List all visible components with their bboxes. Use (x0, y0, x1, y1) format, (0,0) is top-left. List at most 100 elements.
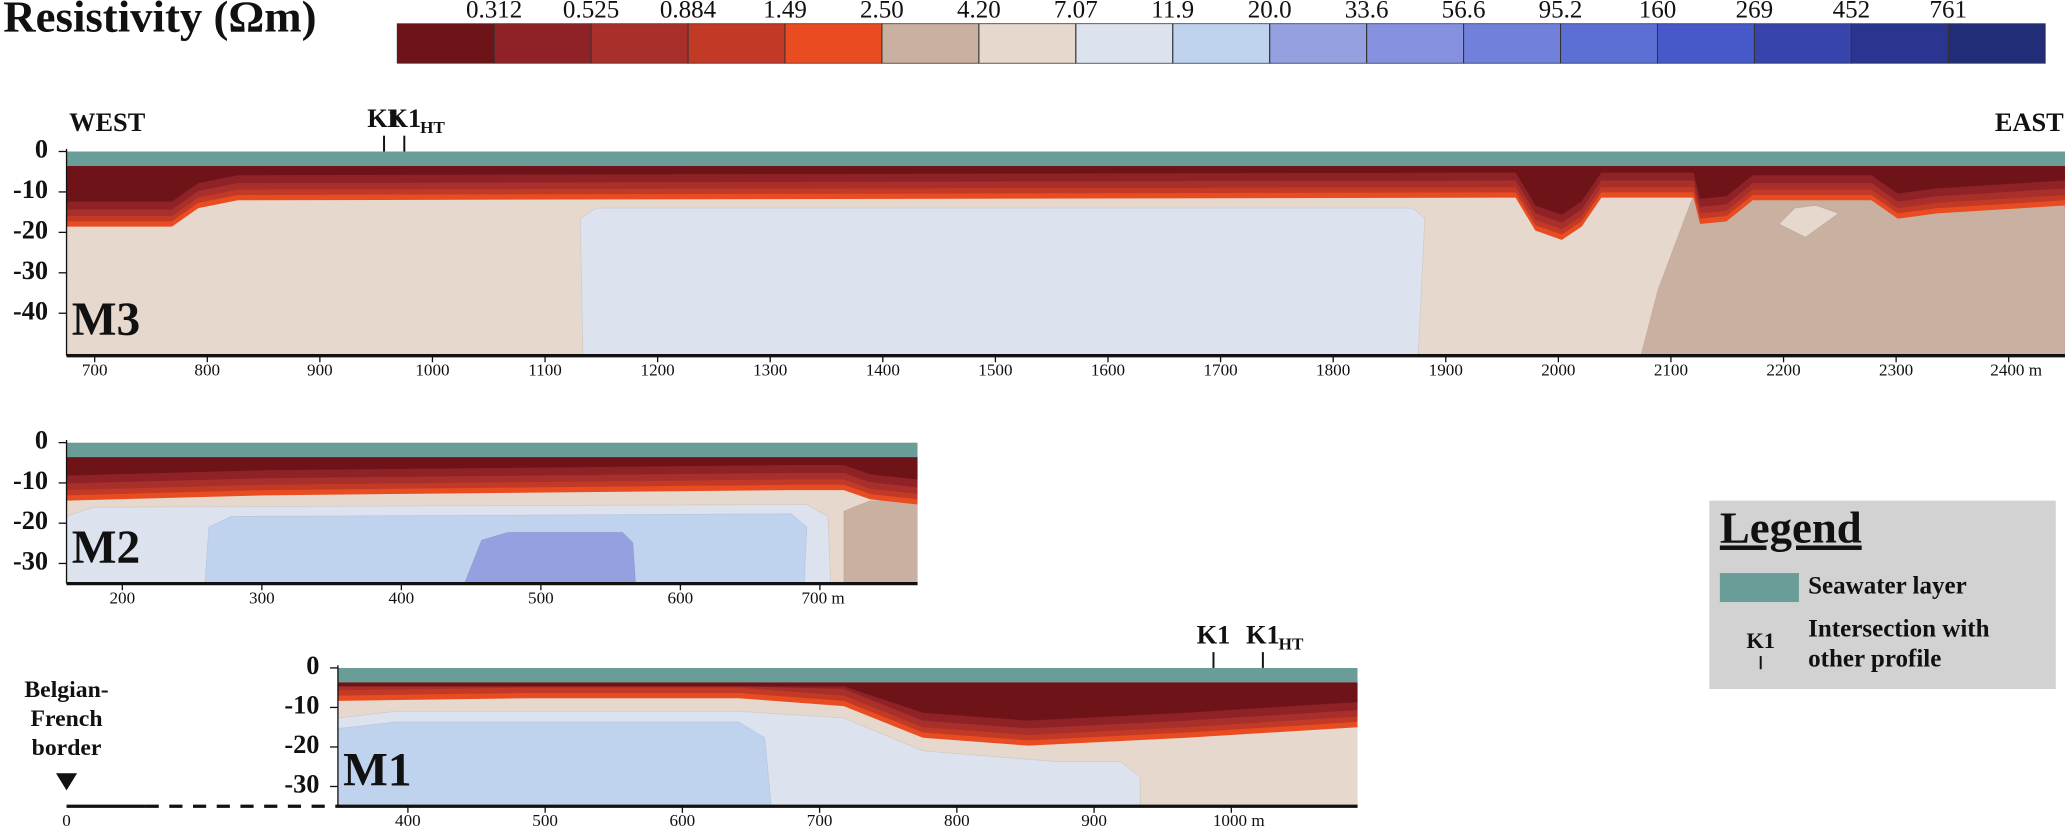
colorbar-cell (1850, 23, 1949, 64)
y-tick-label: -30 (13, 547, 48, 576)
resistivity-zone (337, 721, 772, 807)
intersection-label: K1 (1246, 621, 1280, 650)
legend-item-text: Seawater layer (1808, 572, 1967, 599)
x-tick-label: 1700 (1203, 360, 1237, 379)
x-tick-label: 800 (944, 811, 970, 826)
intersection-label: K1 (387, 104, 421, 133)
colorbar-tick-label: 33.6 (1345, 0, 1389, 24)
y-tick-label: -10 (13, 466, 48, 495)
colorbar-tick-label: 269 (1736, 0, 1774, 24)
colorbar-cell (590, 23, 689, 64)
x-tick-label: 600 (668, 588, 694, 607)
colorbar-cell (978, 23, 1077, 64)
intersection-label: K1 (1197, 621, 1231, 650)
x-tick-label: 1600 (1091, 360, 1125, 379)
x-tick-label: 300 (249, 588, 275, 607)
colorbar-cell (1172, 23, 1271, 64)
resistivity-zone (463, 531, 637, 584)
x-tick-label: 2100 (1654, 360, 1688, 379)
x-tick-label: 900 (307, 360, 333, 379)
x-tick-label: 1200 (641, 360, 675, 379)
section-section (66, 442, 918, 584)
colorbar-cell (1754, 23, 1852, 64)
y-tick-label: -20 (13, 215, 48, 244)
colorbar-tick-label: 20.0 (1248, 0, 1292, 24)
figure-title: Resistivity (Ωm) (3, 0, 316, 41)
border-tick-label: 0 (62, 811, 71, 826)
colorbar-cell (1657, 23, 1755, 64)
colorbar-cell (687, 23, 786, 64)
border-label-box: Belgian- French border (24, 675, 109, 761)
intersection-subscript: HT (420, 118, 445, 137)
seawater-layer (337, 667, 1358, 683)
legend-item-text: Intersection with other profile (1808, 615, 1990, 674)
colorbar-cell (1269, 23, 1368, 64)
panel-label: M2 (72, 522, 140, 574)
section-section (337, 667, 1358, 807)
x-tick-label: 400 (395, 811, 421, 826)
x-tick-label: 2200 (1766, 360, 1800, 379)
colorbar-tick-label: 1.49 (763, 0, 807, 24)
x-tick-label: 500 (532, 811, 558, 826)
legend-title: Legend (1720, 503, 1862, 553)
x-tick-label: 2000 (1541, 360, 1575, 379)
x-tick-label: 1400 (866, 360, 900, 379)
colorbar-cell (1366, 23, 1464, 64)
colorbar-tick-label: 56.6 (1442, 0, 1486, 24)
y-tick-label: 0 (35, 135, 48, 164)
panel-label: M1 (343, 744, 411, 796)
x-tick-label: 2300 (1879, 360, 1913, 379)
seawater-layer (66, 151, 2066, 166)
legend-seawater-swatch (1719, 573, 1799, 603)
x-tick-label: 400 (389, 588, 415, 607)
y-tick-label: -20 (13, 506, 48, 535)
x-tick-label: 900 (1081, 811, 1107, 826)
border-label: Belgian- French border (24, 675, 109, 761)
intersection-subscript: HT (1279, 634, 1304, 653)
section-section (66, 151, 2066, 356)
intersection-label: K1 (367, 104, 401, 133)
colorbar-cell (396, 23, 495, 64)
colorbar-tick-label: 160 (1639, 0, 1677, 24)
resistivity-zone (1778, 205, 1840, 238)
x-tick-label: 1900 (1429, 360, 1463, 379)
conductive-layer (337, 682, 1358, 721)
x-tick-label: 800 (194, 360, 220, 379)
colorbar-tick-label: 7.07 (1054, 0, 1098, 24)
x-tick-label: 700 m (801, 588, 845, 607)
colorbar-cell (1075, 23, 1174, 64)
x-tick-label: 700 (807, 811, 833, 826)
legend-symbol-label: K1 (1746, 628, 1775, 653)
y-tick-label: -10 (284, 690, 319, 719)
y-tick-label: 0 (306, 651, 319, 680)
colorbar-cell (493, 23, 592, 64)
colorbar-cell (1463, 23, 1561, 64)
y-tick-label: 0 (35, 426, 48, 455)
y-tick-label: -20 (284, 730, 319, 759)
x-tick-label: 1000 (415, 360, 449, 379)
colorbar-tick-label: 11.9 (1151, 0, 1194, 24)
y-tick-label: -30 (13, 256, 48, 285)
x-tick-label: 2400 m (1990, 360, 2042, 379)
x-tick-label: 500 (528, 588, 554, 607)
colorbar-tick-label: 0.525 (563, 0, 619, 24)
colorbar-cell (784, 23, 883, 64)
direction-label: WEST (69, 108, 146, 137)
colorbar-tick-label: 95.2 (1539, 0, 1583, 24)
panel-label: M3 (72, 294, 140, 346)
y-tick-label: -10 (13, 175, 48, 204)
colorbar-tick-label: 0.312 (466, 0, 522, 24)
colorbar-cell (1947, 23, 2046, 64)
x-tick-label: 200 (110, 588, 136, 607)
resistivity-zone (579, 207, 1426, 356)
colorbar-tick-label: 4.20 (957, 0, 1001, 24)
x-tick-label: 600 (670, 811, 696, 826)
legend-item-text-box: Intersection with other profile (1808, 615, 1990, 674)
conductive-layer (66, 457, 918, 480)
x-tick-label: 1500 (978, 360, 1012, 379)
colorbar-tick-label: 2.50 (860, 0, 904, 24)
colorbar-cell (1560, 23, 1658, 64)
x-tick-label: 1800 (1316, 360, 1350, 379)
